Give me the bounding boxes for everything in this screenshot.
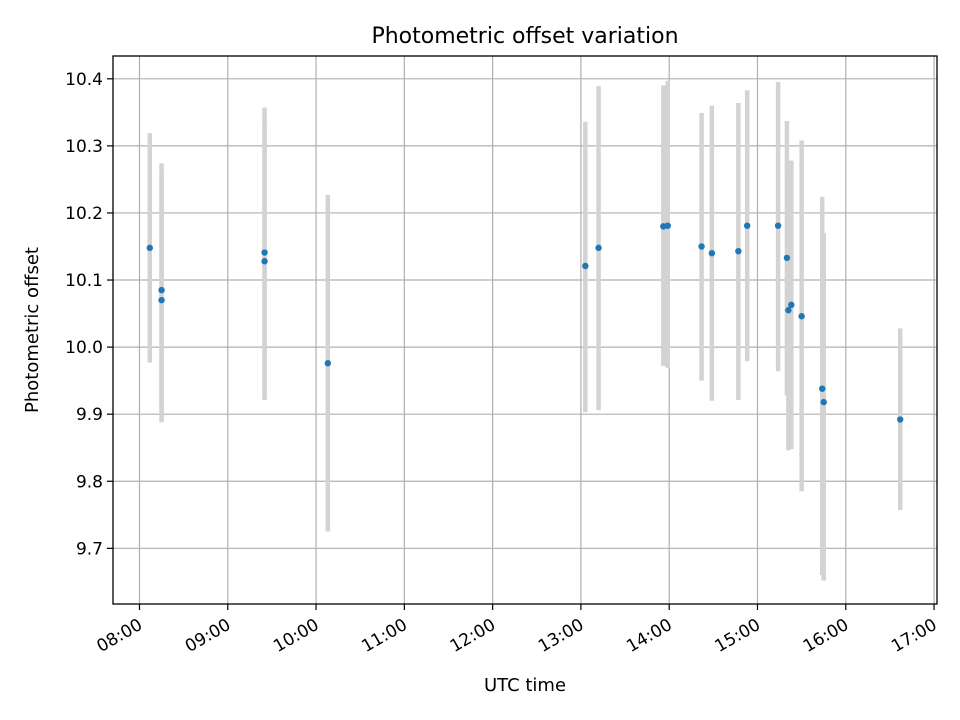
data-point — [798, 313, 805, 320]
data-point — [698, 243, 705, 250]
data-point — [708, 249, 716, 257]
data-point — [158, 286, 165, 294]
data-point — [785, 307, 792, 314]
chart-title: Photometric offset variation — [371, 24, 678, 49]
x-axis-label: UTC time — [484, 675, 566, 696]
y-tick-label: 10.1 — [65, 271, 103, 291]
data-point — [788, 301, 795, 309]
data-point — [820, 398, 827, 406]
data-point — [595, 244, 602, 252]
data-point — [582, 262, 589, 270]
data-point — [774, 222, 782, 229]
y-tick-label: 10.3 — [65, 137, 103, 157]
data-point — [261, 258, 268, 265]
data-point — [261, 249, 268, 256]
y-tick-label: 9.8 — [76, 472, 103, 492]
y-axis-ticks: 9.7 9.8 9.9 10.0 10.1 10.2 10.3 10.4 — [65, 70, 113, 559]
data-point — [819, 385, 826, 392]
y-tick-label: 9.7 — [76, 539, 103, 559]
data-points — [146, 222, 904, 423]
y-tick-label: 10.0 — [65, 338, 103, 358]
data-point — [146, 244, 153, 252]
data-point — [158, 296, 165, 304]
plot-frame — [112, 55, 938, 605]
data-point — [897, 416, 904, 423]
y-axis-label: Photometric offset — [22, 247, 43, 413]
data-point — [664, 222, 671, 229]
y-tick-label: 9.9 — [76, 405, 103, 425]
data-point — [324, 360, 332, 367]
data-point — [735, 247, 742, 255]
data-point — [743, 222, 751, 229]
y-tick-label: 10.4 — [65, 70, 103, 90]
y-tick-label: 10.2 — [65, 204, 103, 224]
data-point — [783, 254, 791, 262]
